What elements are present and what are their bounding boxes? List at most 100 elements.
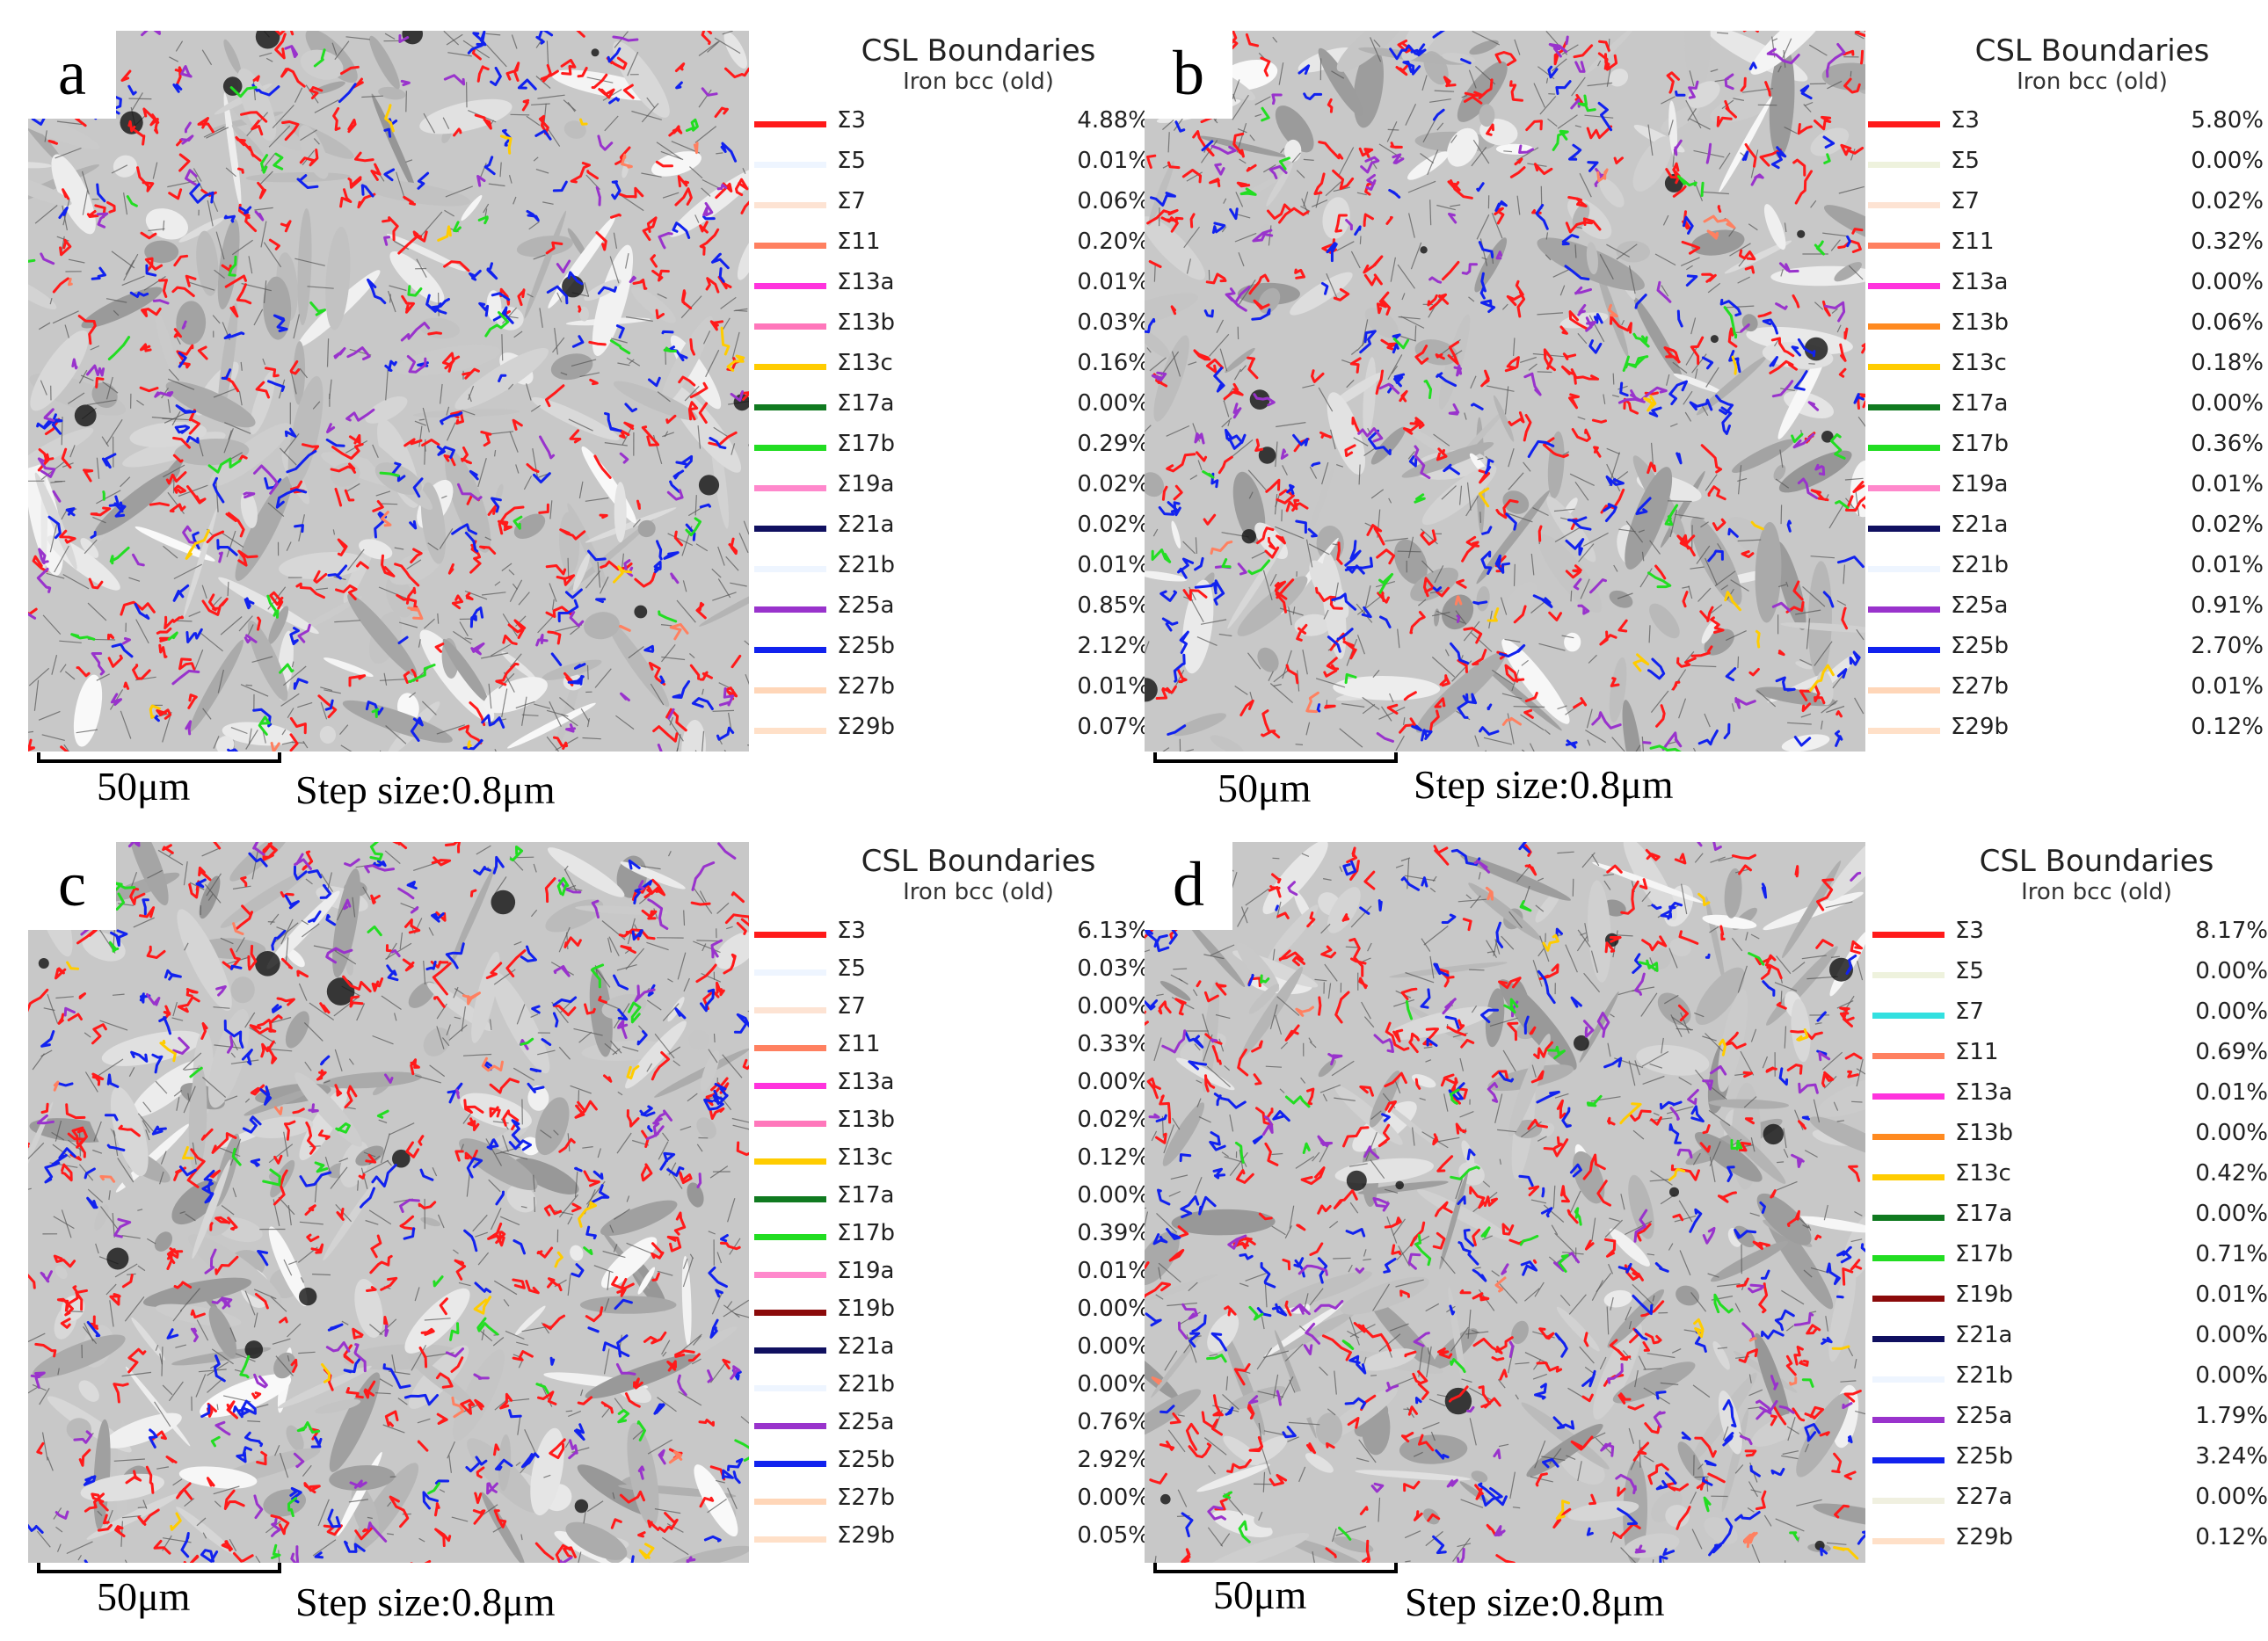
step-size-a: Step size:0.8μm	[295, 767, 556, 812]
legend-entry: Σ29b 0.12%	[1868, 710, 2264, 751]
legend-entry-name: Σ7	[1951, 188, 1980, 214]
legend-entry-percent: 0.02%	[1077, 1107, 1150, 1133]
legend-swatch	[754, 1045, 826, 1051]
legend-entry-percent: 0.02%	[2191, 188, 2264, 214]
legend-swatch	[1872, 1053, 1945, 1059]
legend-entry: Σ13c 0.12%	[754, 1141, 1150, 1179]
legend-entry-name: Σ5	[1955, 958, 1984, 984]
legend-entry: Σ21a 0.00%	[1872, 1318, 2268, 1359]
legend-swatch	[754, 202, 826, 208]
legend-entry: Σ25b 2.12%	[754, 629, 1150, 670]
legend-swatch	[754, 1461, 826, 1467]
legend-entry-percent: 0.00%	[1077, 1182, 1150, 1209]
legend-entry: Σ13a 0.01%	[754, 265, 1150, 306]
legend-swatch	[754, 647, 826, 653]
legend-entry-percent: 0.01%	[1077, 148, 1150, 174]
legend-entry-percent: 3.24%	[2195, 1443, 2268, 1470]
legend-entry: Σ7 0.06%	[754, 185, 1150, 225]
legend-entry-percent: 0.91%	[2191, 592, 2264, 619]
legend-entry-percent: 0.20%	[1077, 229, 1150, 255]
legend-entry-percent: 2.70%	[2191, 633, 2264, 659]
legend-entry-name: Σ5	[1951, 148, 1980, 174]
legend-entry: Σ13a 0.00%	[754, 1065, 1150, 1103]
legend-entry-percent: 0.00%	[2195, 1120, 2268, 1146]
legend-entry-percent: 0.02%	[1077, 512, 1150, 538]
panel-label-d: d	[1145, 842, 1232, 930]
legend-entry-percent: 0.00%	[1077, 1485, 1150, 1511]
legend-swatch	[754, 526, 826, 532]
legend-entry-percent: 6.13%	[1077, 918, 1150, 944]
legend-entry-percent: 4.88%	[1077, 107, 1150, 134]
legend-entry-percent: 0.02%	[2191, 512, 2264, 538]
legend-entry: Σ25b 2.70%	[1868, 629, 2264, 670]
legend-entry-percent: 0.32%	[2191, 229, 2264, 255]
legend-entry-percent: 2.92%	[1077, 1447, 1150, 1473]
legend-swatch	[1868, 647, 1940, 653]
legend-entry-name: Σ17a	[837, 1182, 895, 1209]
legend-swatch	[1868, 121, 1940, 127]
legend-swatch	[754, 1083, 826, 1089]
legend-entry: Σ11 0.33%	[754, 1027, 1150, 1065]
legend-swatch	[1872, 1174, 1945, 1180]
legend-entry-name: Σ13a	[1955, 1079, 2013, 1106]
legend-title: CSL Boundaries	[1979, 844, 2214, 879]
legend-entry: Σ25b 3.24%	[1872, 1440, 2268, 1480]
legend-swatch	[1868, 728, 1940, 734]
legend-swatch	[754, 687, 826, 693]
legend-entry: Σ7 0.00%	[754, 990, 1150, 1027]
legend-swatch	[1872, 1457, 1945, 1463]
legend-entry-percent: 0.12%	[2191, 714, 2264, 740]
step-size-d: Step size:0.8μm	[1405, 1579, 1665, 1624]
legend-entry: Σ25a 1.79%	[1872, 1399, 2268, 1440]
legend-entry: Σ19a 0.01%	[754, 1254, 1150, 1292]
legend-entry: Σ13c 0.18%	[1868, 346, 2264, 387]
legend-swatch	[1868, 202, 1940, 208]
legend-entry-name: Σ17a	[1955, 1201, 2013, 1227]
legend-entry-name: Σ25b	[837, 633, 896, 659]
legend-swatch	[754, 323, 826, 330]
boundary-map-a	[28, 31, 749, 752]
legend-entry-name: Σ11	[1955, 1039, 1999, 1065]
legend-entry-name: Σ25b	[1951, 633, 2010, 659]
legend-swatch	[1872, 1255, 1945, 1261]
legend-subtitle: Iron bcc (old)	[903, 879, 1054, 905]
legend-title: CSL Boundaries	[861, 33, 1096, 69]
legend-entry: Σ21a 0.02%	[1868, 508, 2264, 548]
legend-subtitle: Iron bcc (old)	[2017, 69, 2168, 95]
legend-entry-percent: 0.02%	[1077, 471, 1150, 497]
legend-swatch	[754, 1499, 826, 1505]
legend-entry: Σ21a 0.00%	[754, 1330, 1150, 1368]
legend-swatch	[754, 1423, 826, 1429]
legend-swatch	[1868, 283, 1940, 289]
legend-entry-name: Σ25a	[1955, 1403, 2013, 1429]
legend-entry-percent: 1.79%	[2195, 1403, 2268, 1429]
legend-entry: Σ13c 0.42%	[1872, 1157, 2268, 1197]
legend-entry-name: Σ13c	[837, 1144, 893, 1171]
legend-entry: Σ17a 0.00%	[754, 1179, 1150, 1216]
legend-entry-percent: 0.00%	[1077, 1333, 1150, 1360]
legend-entry-name: Σ19a	[837, 471, 895, 497]
legend-entry-name: Σ17b	[837, 431, 896, 457]
legend-d: CSL Boundaries Iron bcc (old) Σ3 8.17% Σ5 0…	[1872, 844, 2268, 1561]
legend-swatch	[754, 283, 826, 289]
legend-entry-percent: 0.42%	[2195, 1160, 2268, 1187]
legend-entry-name: Σ13a	[837, 269, 895, 295]
legend-entry-percent: 0.00%	[2195, 1201, 2268, 1227]
legend-entry-percent: 0.01%	[1077, 552, 1150, 578]
legend-swatch	[754, 969, 826, 976]
legend-entry: Σ27b 0.01%	[754, 670, 1150, 710]
legend-entry-name: Σ27b	[1951, 673, 2010, 700]
legend-a: CSL Boundaries Iron bcc (old) Σ3 4.88% Σ5 0…	[754, 33, 1150, 751]
legend-entry-percent: 0.00%	[2191, 390, 2264, 417]
step-size-b: Step size:0.8μm	[1414, 762, 1674, 807]
legend-swatch	[1872, 1013, 1945, 1019]
legend-swatch	[1872, 1498, 1945, 1504]
legend-title: CSL Boundaries	[1974, 33, 2210, 69]
legend-entry-percent: 0.00%	[1077, 1371, 1150, 1398]
legend-entry-percent: 0.00%	[2195, 958, 2268, 984]
legend-title: CSL Boundaries	[861, 844, 1096, 879]
legend-entry-name: Σ29b	[837, 1522, 896, 1549]
legend-entry: Σ17b 0.36%	[1868, 427, 2264, 468]
legend-entry: Σ21b 0.01%	[754, 548, 1150, 589]
legend-entry: Σ27b 0.01%	[1868, 670, 2264, 710]
